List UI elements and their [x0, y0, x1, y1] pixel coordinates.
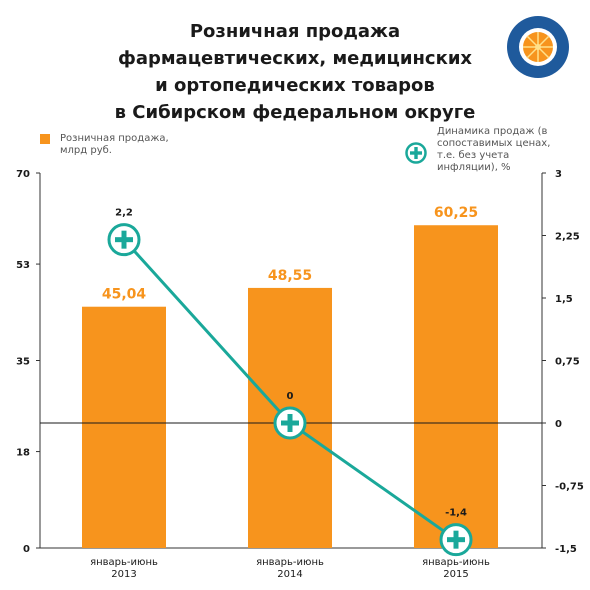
plus-marker-horizontal	[115, 237, 133, 243]
line-value-label: 0	[287, 391, 294, 402]
category-period: январь-июнь	[256, 557, 324, 568]
right-axis-tick-label: 0	[555, 419, 562, 430]
legend-bar-swatch	[40, 134, 50, 144]
title-line-1: Розничная продажа	[189, 21, 401, 42]
x-axis-category-label: январь-июнь 2013	[69, 557, 179, 581]
right-axis-tick-label: 3	[555, 169, 562, 180]
title-line-4: в Сибирском федеральном округе	[114, 102, 476, 123]
left-axis-tick-label: 70	[16, 169, 30, 180]
right-axis-tick-label: -0,75	[555, 482, 584, 493]
plus-marker-horizontal	[281, 420, 299, 426]
category-period: январь-июнь	[422, 557, 490, 568]
bar-value-label: 45,04	[102, 287, 147, 303]
category-year: 2015	[443, 569, 469, 580]
right-axis-tick-label: -1,5	[555, 544, 577, 555]
left-axis-tick-label: 0	[23, 544, 30, 555]
plus-marker-horizontal	[447, 537, 465, 543]
line-value-label: 2,2	[115, 208, 133, 219]
category-year: 2013	[111, 569, 137, 580]
left-axis-tick-label: 53	[16, 260, 30, 271]
title-line-2: фармацевтических, медицинских	[117, 48, 473, 69]
bar	[82, 306, 166, 548]
bar-value-label: 60,25	[434, 205, 478, 221]
research-center-logo	[507, 16, 569, 78]
right-axis-tick-label: 2,25	[555, 232, 580, 243]
left-axis-tick-label: 18	[16, 448, 30, 459]
legend-line-label: Динамика продаж (в сопоставимых ценах, т…	[437, 126, 551, 173]
left-axis-tick-label: 35	[16, 357, 30, 368]
chart-title: Розничная продажа фармацевтических, меди…	[0, 18, 590, 126]
right-axis-tick-label: 1,5	[555, 294, 573, 305]
right-axis-tick-label: 0,75	[555, 357, 580, 368]
title-line-3: и ортопедических товаров	[155, 75, 435, 96]
category-period: январь-июнь	[90, 557, 158, 568]
category-year: 2014	[277, 569, 303, 580]
legend-plus-marker-icon	[405, 142, 427, 164]
x-axis-category-label: январь-июнь 2014	[235, 557, 345, 581]
legend-bar-label: Розничная продажа, млрд руб.	[60, 133, 169, 156]
x-axis-category-label: январь-июнь 2015	[401, 557, 511, 581]
line-value-label: -1,4	[445, 508, 467, 519]
bar	[414, 225, 498, 548]
bar-value-label: 48,55	[268, 268, 312, 284]
